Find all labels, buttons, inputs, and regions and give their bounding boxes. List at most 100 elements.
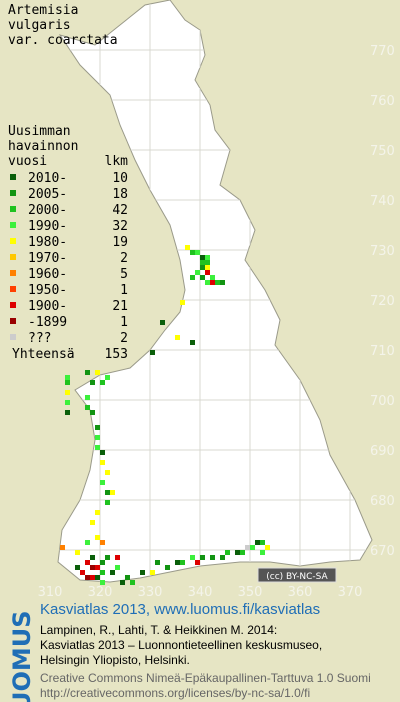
observation-square	[185, 245, 190, 250]
observation-square	[205, 270, 210, 275]
observation-square	[190, 250, 195, 255]
observation-square	[65, 380, 70, 385]
observation-square	[120, 580, 125, 585]
y-tick-label: 700	[370, 394, 395, 409]
observation-square	[200, 275, 205, 280]
observation-square	[130, 580, 135, 585]
observation-square	[110, 570, 115, 575]
observation-square	[265, 545, 270, 550]
observation-square	[210, 280, 215, 285]
legend-label: 1950-	[28, 283, 67, 298]
observation-square	[90, 410, 95, 415]
x-tick-label: 340	[188, 585, 213, 600]
observation-square	[65, 400, 70, 405]
observation-square	[85, 560, 90, 565]
observation-square	[110, 490, 115, 495]
observation-square	[105, 470, 110, 475]
observations	[60, 245, 270, 585]
observation-square	[150, 570, 155, 575]
legend-swatch	[10, 302, 16, 308]
y-tick-label: 770	[370, 44, 395, 59]
observation-square	[195, 560, 200, 565]
observation-square	[255, 540, 260, 545]
observation-square	[65, 375, 70, 380]
observation-square	[90, 520, 95, 525]
observation-square	[220, 280, 225, 285]
y-tick-label: 730	[370, 244, 395, 259]
x-tick-label: 310	[38, 585, 63, 600]
species-name: var. coarctata	[8, 33, 118, 48]
observation-square	[175, 560, 180, 565]
y-tick-label: 670	[370, 544, 395, 559]
observation-square	[90, 565, 95, 570]
footer-heading: Kasviatlas 2013, www.luomus.fi/kasviatla…	[40, 601, 320, 618]
observation-square	[155, 560, 160, 565]
observation-square	[60, 545, 65, 550]
license-badge-text: (cc) BY-NC-SA	[266, 572, 328, 582]
observation-square	[160, 320, 165, 325]
observation-square	[220, 555, 225, 560]
legend-count: 1	[120, 315, 128, 330]
observation-square	[65, 390, 70, 395]
observation-square	[210, 275, 215, 280]
observation-square	[175, 335, 180, 340]
observation-square	[200, 555, 205, 560]
total-label: Yhteensä	[12, 347, 75, 362]
y-tick-label: 750	[370, 144, 395, 159]
legend-label: 1990-	[28, 219, 67, 234]
observation-square	[75, 565, 80, 570]
total-count: 153	[105, 347, 128, 362]
legend-label: -1899	[28, 315, 67, 330]
legend-count: 19	[112, 235, 128, 250]
observation-square	[95, 510, 100, 515]
observation-square	[100, 480, 105, 485]
observation-square	[215, 280, 220, 285]
observation-square	[65, 410, 70, 415]
observation-square	[105, 375, 110, 380]
observation-square	[100, 450, 105, 455]
observation-square	[195, 270, 200, 275]
observation-square	[260, 550, 265, 555]
observation-square	[85, 370, 90, 375]
y-tick-label: 680	[370, 494, 395, 509]
observation-square	[180, 560, 185, 565]
x-tick-label: 360	[288, 585, 313, 600]
legend: 2010- 10 2005- 18 2000- 42 1990- 32 1980- 19 1970-…	[10, 171, 128, 362]
legend-count: 2	[120, 331, 128, 346]
observation-square	[165, 565, 170, 570]
observation-square	[240, 550, 245, 555]
observation-square	[115, 565, 120, 570]
observation-square	[245, 545, 250, 550]
observation-square	[225, 550, 230, 555]
observation-square	[95, 535, 100, 540]
observation-square	[190, 555, 195, 560]
observation-square	[100, 380, 105, 385]
legend-swatch	[10, 190, 16, 196]
observation-square	[90, 555, 95, 560]
citation: Lampinen, R., Lahti, T. & Heikkinen M. 2…	[40, 623, 277, 637]
legend-count: 10	[112, 171, 128, 186]
observation-square	[85, 395, 90, 400]
legend-swatch	[10, 254, 16, 260]
legend-count: 42	[112, 203, 128, 218]
y-tick-label: 740	[370, 194, 395, 209]
legend-label: 2005-	[28, 187, 67, 202]
observation-square	[125, 575, 130, 580]
license: Creative Commons Nimeä-Epäkaupallinen-Ta…	[40, 671, 371, 685]
observation-square	[235, 550, 240, 555]
species-name: vulgaris	[8, 18, 71, 33]
x-tick-label: 370	[338, 585, 363, 600]
legend-count: 21	[112, 299, 128, 314]
observation-square	[100, 570, 105, 575]
observation-square	[105, 500, 110, 505]
observation-square	[105, 490, 110, 495]
observation-square	[200, 265, 205, 270]
legend-label: ???	[28, 331, 51, 346]
species-name: Artemisia	[8, 3, 78, 18]
legend-count: 5	[120, 267, 128, 282]
legend-heading: havainnon	[8, 139, 78, 154]
legend-heading: lkm	[105, 154, 129, 169]
y-tick-label: 710	[370, 344, 395, 359]
legend-swatch	[10, 222, 16, 228]
